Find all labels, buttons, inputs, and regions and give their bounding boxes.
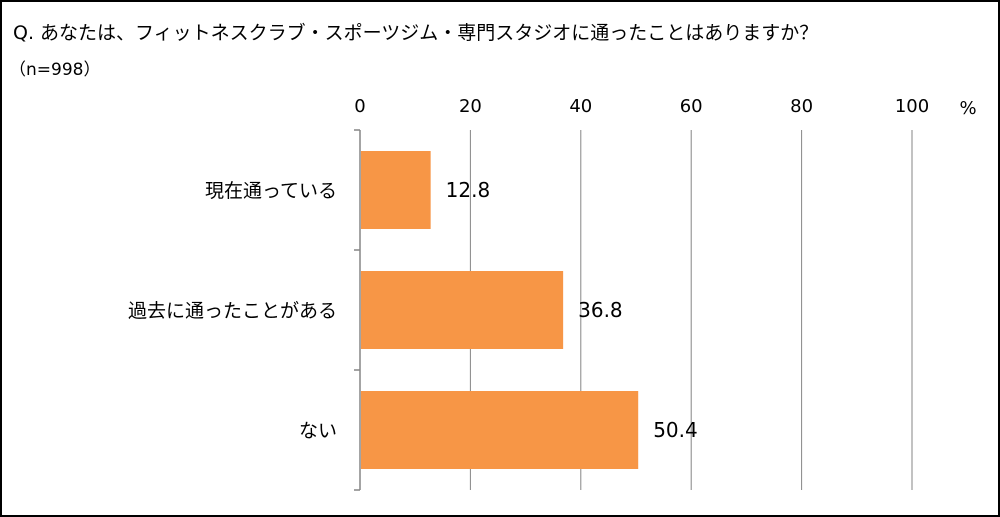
unit-label: % [959,98,976,119]
category-label: ない [299,420,337,442]
category-label: 過去に通ったことがある [128,300,337,322]
bar-1 [361,151,431,229]
x-tick-label: 0 [354,96,365,117]
labels: 0 20 40 60 80 100 % 現在通っている 12.8 過去に通ったことがある 36.8 な… [128,96,977,442]
x-tick-label: 20 [459,96,482,117]
data-label: 36.8 [578,298,623,322]
data-label: 50.4 [653,418,698,442]
question-title: Q. あなたは、フィットネスクラブ・スポーツジム・専門スタジオに通ったことはあり… [13,22,819,44]
axis [354,129,361,491]
x-tick-label: 40 [569,96,592,117]
bars [361,151,639,469]
data-label: 12.8 [446,178,491,202]
x-tick-label: 60 [680,96,703,117]
x-tick-label: 80 [790,96,813,117]
bar-3 [361,391,639,469]
sample-size: （n=998） [9,60,101,80]
x-tick-label: 100 [895,96,929,117]
bar-2 [361,271,564,349]
category-label: 現在通っている [205,180,337,202]
